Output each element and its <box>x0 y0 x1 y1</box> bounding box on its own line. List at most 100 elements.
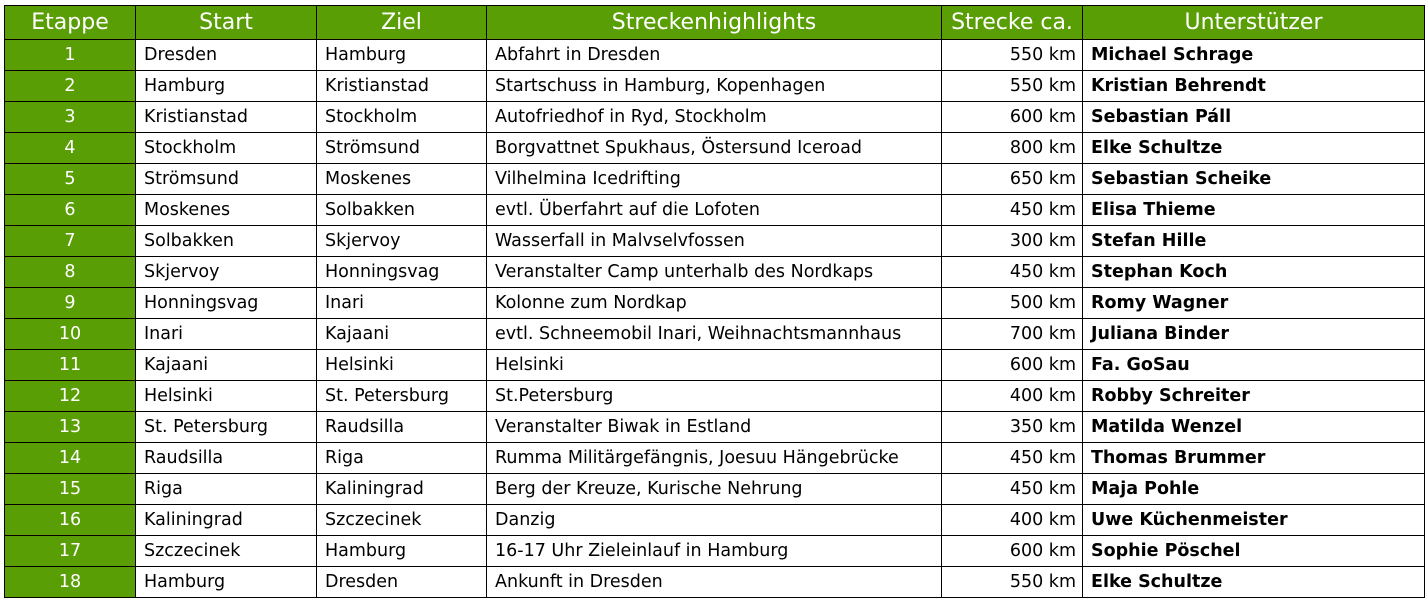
cell-start: Honningsvag <box>135 287 317 319</box>
table-row: 4 Stockholm Strömsund Borgvattnet Spukhaus,… <box>4 132 1425 164</box>
cell-ziel: Inari <box>316 287 487 319</box>
cell-highlights: Borgvattnet Spukhaus, Östersund Iceroad <box>486 132 942 164</box>
table-row: 7 Solbakken Skjervoy Wasserfall in Malvselv… <box>4 225 1425 257</box>
cell-stage: 7 <box>4 225 136 257</box>
cell-highlights: Danzig <box>486 504 942 536</box>
cell-distance: 550 km <box>941 70 1083 102</box>
cell-highlights: Autofriedhof in Ryd, Stockholm <box>486 101 942 133</box>
table-row: 11 Kajaani Helsinki Helsinki 600 km Fa. GoSau <box>4 349 1425 381</box>
cell-supporter: Sophie Pöschel <box>1082 535 1425 567</box>
cell-highlights: Vilhelmina Icedrifting <box>486 163 942 195</box>
table-header: Etappe Start Ziel Streckenhighlights Str… <box>4 5 1425 40</box>
table-row: 15 Riga Kaliningrad Berg der Kreuze, Kurisc… <box>4 473 1425 505</box>
cell-highlights: Veranstalter Camp unterhalb des Nordkaps <box>486 256 942 288</box>
cell-highlights: St.Petersburg <box>486 380 942 412</box>
table-row: 18 Hamburg Dresden Ankunft in Dresden 550 km… <box>4 566 1425 598</box>
cell-start: Inari <box>135 318 317 350</box>
cell-distance: 350 km <box>941 411 1083 443</box>
cell-highlights: Wasserfall in Malvselvfossen <box>486 225 942 257</box>
cell-stage: 8 <box>4 256 136 288</box>
table-row: 8 Skjervoy Honningsvag Veranstalter Camp un… <box>4 256 1425 288</box>
cell-distance: 450 km <box>941 473 1083 505</box>
cell-start: Hamburg <box>135 566 317 598</box>
cell-highlights: Berg der Kreuze, Kurische Nehrung <box>486 473 942 505</box>
cell-stage: 17 <box>4 535 136 567</box>
cell-supporter: Michael Schrage <box>1082 39 1425 71</box>
cell-highlights: evtl. Überfahrt auf die Lofoten <box>486 194 942 226</box>
cell-stage: 13 <box>4 411 136 443</box>
cell-stage: 11 <box>4 349 136 381</box>
cell-supporter: Stephan Koch <box>1082 256 1425 288</box>
cell-distance: 500 km <box>941 287 1083 319</box>
cell-stage: 12 <box>4 380 136 412</box>
cell-ziel: St. Petersburg <box>316 380 487 412</box>
cell-highlights: Kolonne zum Nordkap <box>486 287 942 319</box>
table-row: 9 Honningsvag Inari Kolonne zum Nordkap 500 … <box>4 287 1425 319</box>
cell-start: Szczecinek <box>135 535 317 567</box>
cell-supporter: Robby Schreiter <box>1082 380 1425 412</box>
cell-start: Dresden <box>135 39 317 71</box>
cell-ziel: Honningsvag <box>316 256 487 288</box>
cell-highlights: Veranstalter Biwak in Estland <box>486 411 942 443</box>
cell-supporter: Juliana Binder <box>1082 318 1425 350</box>
cell-start: Raudsilla <box>135 442 317 474</box>
cell-stage: 6 <box>4 194 136 226</box>
cell-supporter: Romy Wagner <box>1082 287 1425 319</box>
cell-distance: 400 km <box>941 504 1083 536</box>
header-start: Start <box>135 5 317 40</box>
cell-stage: 2 <box>4 70 136 102</box>
cell-start: Solbakken <box>135 225 317 257</box>
table-row: 16 Kaliningrad Szczecinek Danzig 400 km Uwe K… <box>4 504 1425 536</box>
cell-ziel: Riga <box>316 442 487 474</box>
cell-ziel: Kristianstad <box>316 70 487 102</box>
header-highlights: Streckenhighlights <box>486 5 942 40</box>
header-row: Etappe Start Ziel Streckenhighlights Str… <box>4 5 1425 40</box>
table-row: 10 Inari Kajaani evtl. Schneemobil Inari, W… <box>4 318 1425 350</box>
cell-stage: 3 <box>4 101 136 133</box>
table-body: 1 Dresden Hamburg Abfahrt in Dresden 550 km M… <box>4 39 1425 598</box>
cell-start: St. Petersburg <box>135 411 317 443</box>
cell-start: Moskenes <box>135 194 317 226</box>
table-row: 5 Strömsund Moskenes Vilhelmina Icedrifting… <box>4 163 1425 195</box>
cell-supporter: Sebastian Páll <box>1082 101 1425 133</box>
cell-supporter: Stefan Hille <box>1082 225 1425 257</box>
header-supporter: Unterstützer <box>1082 5 1425 40</box>
cell-highlights: evtl. Schneemobil Inari, Weihnachtsmannh… <box>486 318 942 350</box>
cell-stage: 15 <box>4 473 136 505</box>
cell-highlights: Ankunft in Dresden <box>486 566 942 598</box>
cell-start: Strömsund <box>135 163 317 195</box>
cell-distance: 800 km <box>941 132 1083 164</box>
cell-distance: 450 km <box>941 256 1083 288</box>
cell-stage: 14 <box>4 442 136 474</box>
cell-distance: 600 km <box>941 349 1083 381</box>
cell-distance: 600 km <box>941 535 1083 567</box>
cell-ziel: Moskenes <box>316 163 487 195</box>
cell-supporter: Uwe Küchenmeister <box>1082 504 1425 536</box>
cell-ziel: Kajaani <box>316 318 487 350</box>
cell-stage: 5 <box>4 163 136 195</box>
cell-supporter: Elke Schultze <box>1082 132 1425 164</box>
cell-ziel: Solbakken <box>316 194 487 226</box>
table-row: 14 Raudsilla Riga Rumma Militärgefängnis, J… <box>4 442 1425 474</box>
stages-table-container: Etappe Start Ziel Streckenhighlights Str… <box>4 5 1425 598</box>
cell-start: Kajaani <box>135 349 317 381</box>
cell-start: Riga <box>135 473 317 505</box>
cell-stage: 16 <box>4 504 136 536</box>
cell-highlights: Rumma Militärgefängnis, Joesuu Hängebrüc… <box>486 442 942 474</box>
cell-distance: 550 km <box>941 39 1083 71</box>
cell-distance: 400 km <box>941 380 1083 412</box>
cell-start: Kristianstad <box>135 101 317 133</box>
cell-ziel: Hamburg <box>316 39 487 71</box>
cell-highlights: Helsinki <box>486 349 942 381</box>
cell-ziel: Dresden <box>316 566 487 598</box>
cell-ziel: Helsinki <box>316 349 487 381</box>
cell-supporter: Matilda Wenzel <box>1082 411 1425 443</box>
cell-ziel: Kaliningrad <box>316 473 487 505</box>
cell-supporter: Sebastian Scheike <box>1082 163 1425 195</box>
table-row: 17 Szczecinek Hamburg 16-17 Uhr Zieleinlauf… <box>4 535 1425 567</box>
table-row: 12 Helsinki St. Petersburg St.Petersburg 400… <box>4 380 1425 412</box>
cell-stage: 18 <box>4 566 136 598</box>
cell-distance: 700 km <box>941 318 1083 350</box>
header-distance: Strecke ca. <box>941 5 1083 40</box>
cell-start: Kaliningrad <box>135 504 317 536</box>
